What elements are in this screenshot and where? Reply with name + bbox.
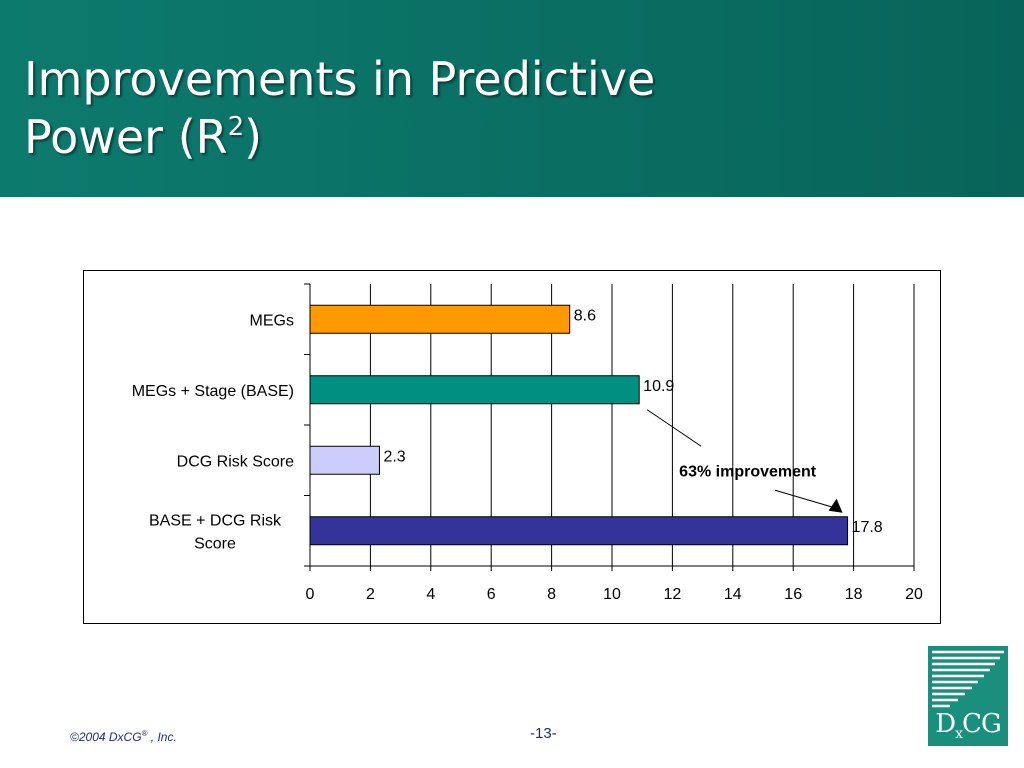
x-tick-label: 14 [724, 586, 742, 603]
dxcg-logo: DxCG [928, 646, 1008, 746]
annotation-leader-line [646, 409, 702, 447]
category-label: MEGs [250, 312, 294, 329]
bar-value-label: 10.9 [643, 378, 674, 395]
bar-value-label: 2.3 [383, 448, 405, 465]
logo-stripes [932, 650, 1004, 708]
x-tick-label: 6 [487, 586, 496, 603]
annotation-text: 63% improvement [679, 463, 817, 480]
slide-title: Improvements in Predictive Power (R2) [24, 52, 656, 164]
annotation-arrow-line [775, 489, 835, 509]
annotation-arrowhead [828, 498, 843, 513]
bar-value-label: 17.8 [852, 519, 883, 536]
x-tick-label: 18 [845, 586, 863, 603]
bar-chart: 0 2 4 6 8 10 12 14 16 18 20 8.6 MEGs 10.9 MEGs + Stage… [132, 283, 923, 603]
bar-value-label: 8.6 [574, 307, 596, 324]
bar [309, 375, 640, 405]
x-tick-label: 8 [547, 586, 556, 603]
title-banner: Improvements in Predictive Power (R2) [0, 0, 1024, 197]
bar [309, 445, 380, 475]
x-tick-label: 10 [603, 586, 621, 603]
x-tick-label: 12 [664, 586, 682, 603]
page-number: -13- [530, 725, 557, 742]
bar [309, 304, 571, 334]
footer-copyright: ©2004 DxCG® , Inc. [70, 729, 177, 744]
category-label: MEGs + Stage (BASE) [132, 383, 294, 400]
category-label: DCG Risk Score [177, 453, 294, 470]
x-tick-label: 0 [306, 586, 315, 603]
x-tick-label: 16 [784, 586, 802, 603]
category-label: BASE + DCG Risk [149, 512, 282, 529]
x-tick-label: 20 [905, 586, 923, 603]
x-tick-label: 4 [426, 586, 435, 603]
logo-text: DxCG [935, 708, 1001, 742]
bar [309, 516, 849, 546]
x-tick-label: 2 [366, 586, 375, 603]
category-label: Score [194, 535, 236, 552]
chart-frame: 0 2 4 6 8 10 12 14 16 18 20 8.6 MEGs 10.9 MEGs + Stage… [83, 270, 941, 624]
